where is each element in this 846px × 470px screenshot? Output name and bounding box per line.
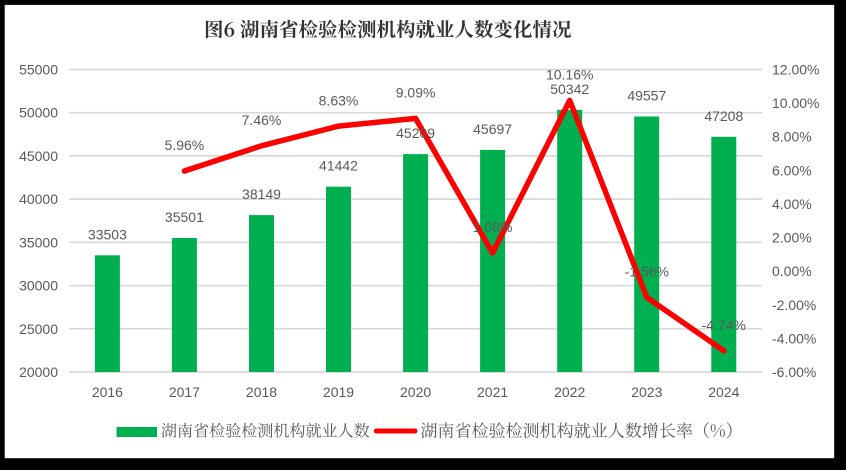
svg-text:20000: 20000 [19, 364, 58, 380]
svg-text:1.08%: 1.08% [473, 219, 513, 235]
svg-text:-6.00%: -6.00% [772, 364, 816, 380]
svg-text:45697: 45697 [473, 121, 512, 137]
svg-text:6.00%: 6.00% [772, 162, 812, 178]
svg-text:50342: 50342 [550, 81, 589, 97]
svg-text:5.96%: 5.96% [165, 137, 205, 153]
svg-text:-2.00%: -2.00% [772, 297, 816, 313]
svg-text:-1.56%: -1.56% [625, 264, 669, 280]
svg-text:2.00%: 2.00% [772, 230, 812, 246]
svg-text:2016: 2016 [92, 384, 123, 400]
svg-text:0.00%: 0.00% [772, 263, 812, 279]
svg-text:49557: 49557 [627, 88, 666, 104]
svg-text:41442: 41442 [319, 158, 358, 174]
svg-text:40000: 40000 [19, 191, 58, 207]
svg-text:2019: 2019 [323, 384, 354, 400]
svg-text:12.00%: 12.00% [772, 62, 819, 78]
svg-text:2021: 2021 [477, 384, 508, 400]
svg-text:35501: 35501 [165, 209, 204, 225]
svg-text:10.00%: 10.00% [772, 95, 819, 111]
svg-text:9.09%: 9.09% [396, 85, 436, 101]
svg-text:2024: 2024 [708, 384, 739, 400]
svg-text:2023: 2023 [631, 384, 662, 400]
svg-text:2020: 2020 [400, 384, 431, 400]
svg-text:-4.00%: -4.00% [772, 330, 816, 346]
svg-text:7.46%: 7.46% [242, 112, 282, 128]
svg-text:2017: 2017 [169, 384, 200, 400]
svg-text:-4.74%: -4.74% [702, 317, 746, 333]
svg-text:2022: 2022 [554, 384, 585, 400]
svg-text:8.63%: 8.63% [319, 92, 359, 108]
svg-text:50000: 50000 [19, 105, 58, 121]
svg-text:33503: 33503 [88, 226, 127, 242]
svg-text:55000: 55000 [19, 62, 58, 78]
svg-text:45209: 45209 [396, 125, 435, 141]
svg-text:35000: 35000 [19, 234, 58, 250]
svg-text:47208: 47208 [704, 108, 743, 124]
svg-text:8.00%: 8.00% [772, 129, 812, 145]
svg-text:45000: 45000 [19, 148, 58, 164]
svg-text:38149: 38149 [242, 186, 281, 202]
svg-text:25000: 25000 [19, 321, 58, 337]
svg-text:4.00%: 4.00% [772, 196, 812, 212]
svg-text:30000: 30000 [19, 278, 58, 294]
svg-text:2018: 2018 [246, 384, 277, 400]
svg-text:10.16%: 10.16% [546, 67, 593, 83]
